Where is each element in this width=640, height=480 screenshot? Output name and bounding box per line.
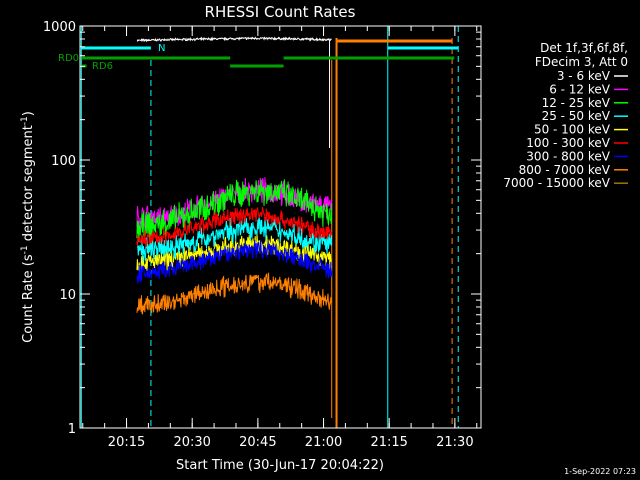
y-tick-label: 100 — [51, 154, 76, 169]
x-tick-label: 21:15 — [370, 435, 407, 450]
legend-label: 800 - 7000 keV — [519, 163, 611, 177]
series-line-6 — [136, 239, 333, 284]
x-tick-label: 21:00 — [305, 435, 342, 450]
x-tick-label: 20:45 — [239, 435, 276, 450]
axis-layer: 1 10 100 1000 20:15 20:30 20:45 21:00 21:15 21:30 — [43, 20, 481, 450]
plot-timestamp: 1-Sep-2022 07:23 — [564, 467, 636, 476]
legend-label: 100 - 300 keV — [526, 136, 610, 150]
x-tick-label: 20:15 — [108, 435, 145, 450]
legend-header-1: Det 1f,3f,6f,8f, — [540, 41, 628, 55]
series-line-4 — [136, 233, 333, 273]
y-tick-label: 1 — [68, 422, 76, 437]
y-axis-label: Count Rate (s-1 detector segment-1) — [20, 111, 36, 343]
annotation-n: N — [158, 43, 165, 54]
x-tick-label: 20:30 — [173, 435, 210, 450]
legend-label: 3 - 6 keV — [557, 69, 611, 83]
y-tick-label: 10 — [59, 288, 76, 303]
y-axis-label-sup1: -1 — [20, 245, 30, 254]
legend-label: 25 - 50 keV — [542, 109, 611, 123]
y-axis-label-end: ) — [21, 111, 36, 116]
y-axis-label-sup2: -1 — [20, 116, 30, 125]
plot-frame — [79, 25, 482, 429]
legend-label: 300 - 800 keV — [526, 149, 610, 163]
legend-header-2: FDecim 3, Att 0 — [535, 55, 628, 69]
legend-label: 6 - 12 keV — [549, 82, 611, 96]
x-tick-label: 21:30 — [436, 435, 473, 450]
series-line-0 — [136, 36, 332, 43]
y-axis-label-mid: detector segment — [21, 125, 36, 245]
annotation-rd6: RD6 — [92, 61, 113, 72]
series-line-7 — [136, 272, 333, 315]
series-line-3 — [136, 216, 333, 262]
legend-label: 12 - 25 keV — [542, 96, 611, 110]
series-layer — [136, 36, 333, 315]
annotation-rd0: RD0 — [58, 53, 79, 64]
series-line-5 — [136, 206, 333, 248]
legend-label: 7000 - 15000 keV — [503, 176, 610, 190]
x-axis-label: Start Time (30-Jun-17 20:04:22) — [176, 458, 384, 473]
legend-label: 50 - 100 keV — [534, 123, 611, 137]
chart-title: RHESSI Count Rates — [205, 3, 356, 21]
y-tick-label: 1000 — [43, 20, 76, 35]
series-line-2 — [136, 179, 333, 243]
y-axis-label-main: Count Rate (s — [21, 254, 36, 343]
